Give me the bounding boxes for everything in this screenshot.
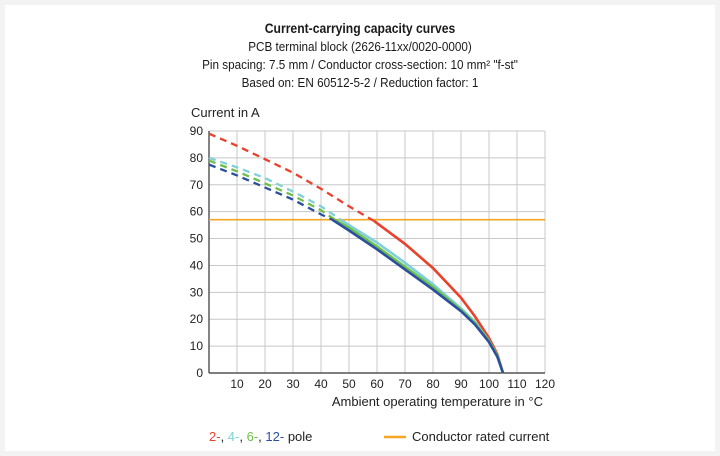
y-tick-label: 50 bbox=[190, 232, 204, 246]
x-tick-label: 90 bbox=[454, 377, 468, 391]
legend-rated-label: Conductor rated current bbox=[412, 429, 550, 444]
series-2-solid bbox=[373, 220, 505, 374]
grid bbox=[209, 130, 546, 373]
legend-pole-6: 6- bbox=[247, 429, 259, 444]
y-tick-label: 20 bbox=[190, 312, 204, 326]
x-tick-label: 110 bbox=[507, 377, 526, 391]
axes bbox=[208, 131, 545, 374]
series-4-dashed bbox=[208, 156, 342, 221]
y-tick-label: 80 bbox=[190, 151, 204, 165]
legend-pole-suffix: pole bbox=[288, 429, 313, 444]
legend-pole-12: 12- bbox=[265, 429, 284, 444]
y-axis-label: Current in A bbox=[191, 105, 260, 120]
chart-subtitle-2: Pin spacing: 7.5 mm / Conductor cross-se… bbox=[202, 57, 518, 72]
x-tick-label: 80 bbox=[426, 377, 440, 391]
series-lines bbox=[208, 132, 545, 374]
tick-labels: 10 20 30 40 50 60 70 80 90 100 110 120 0 10 20 30 40 50 60… bbox=[190, 124, 556, 391]
x-tick-label: 50 bbox=[342, 377, 356, 391]
legend-pole-2: 2- bbox=[209, 429, 221, 444]
chart-subtitle-3: Based on: EN 60512-5-2 / Reduction facto… bbox=[241, 75, 479, 90]
series-12-dashed bbox=[208, 163, 333, 221]
y-tick-label: 60 bbox=[190, 205, 204, 219]
x-tick-label: 100 bbox=[479, 377, 499, 391]
y-tick-label: 90 bbox=[190, 124, 204, 138]
chart-title-block: Current-carrying capacity curves PCB ter… bbox=[0, 20, 720, 92]
legend: 2-, 4-, 6-, 12- pole Conductor rated cur… bbox=[209, 429, 550, 444]
x-tick-label: 60 bbox=[370, 377, 384, 391]
chart-card bbox=[5, 5, 715, 451]
legend-pole: 2-, 4-, 6-, 12- pole bbox=[209, 429, 312, 444]
y-tick-label: 0 bbox=[196, 366, 203, 380]
y-tick-label: 30 bbox=[190, 285, 204, 299]
series-2-dashed bbox=[208, 132, 375, 223]
y-tick-label: 70 bbox=[190, 178, 204, 192]
series-12-solid bbox=[331, 218, 505, 374]
y-tick-label: 40 bbox=[190, 258, 204, 272]
x-axis-label: Ambient operating temperature in °C bbox=[332, 394, 543, 409]
x-tick-label: 40 bbox=[314, 377, 328, 391]
x-tick-label: 30 bbox=[286, 377, 300, 391]
x-tick-label: 120 bbox=[535, 377, 555, 391]
x-tick-label: 20 bbox=[258, 377, 272, 391]
legend-pole-4: 4- bbox=[228, 429, 240, 444]
series-6-dashed bbox=[208, 159, 336, 221]
y-tick-label: 10 bbox=[190, 339, 204, 353]
chart-subtitle-1: PCB terminal block (2626-11xx/0020-0000) bbox=[248, 39, 472, 54]
chart-title: Current-carrying capacity curves bbox=[264, 21, 456, 36]
series-6-solid bbox=[334, 218, 505, 374]
x-tick-label: 10 bbox=[230, 377, 244, 391]
x-tick-label: 70 bbox=[398, 377, 412, 391]
